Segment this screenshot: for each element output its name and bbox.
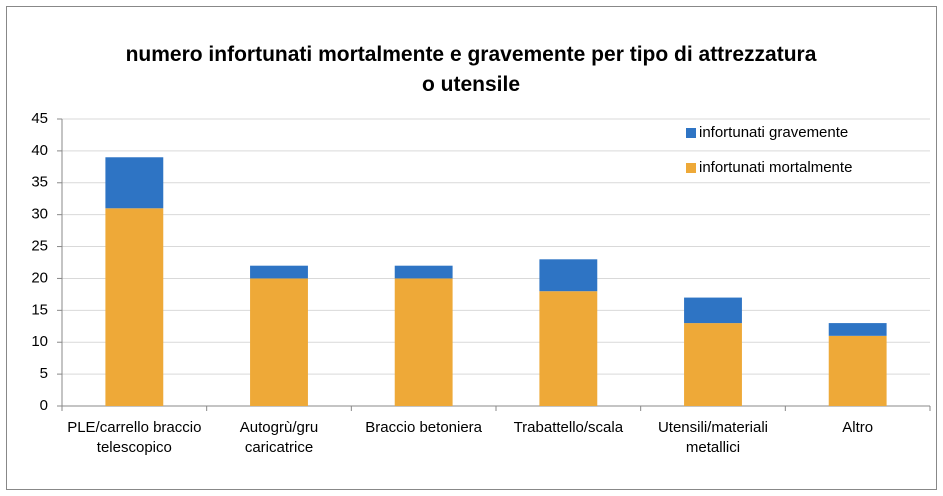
bar-segment: [828, 323, 887, 336]
y-tick-label: 40: [31, 142, 48, 159]
y-tick-label: 45: [31, 110, 48, 127]
y-tick-label: 25: [31, 238, 48, 255]
x-tick-label: Autogrù/gru caricatrice: [239, 419, 319, 456]
bar-segment: [684, 323, 742, 406]
x-tick-label: Altro: [842, 419, 874, 436]
y-tick-label: 20: [31, 269, 48, 286]
y-tick-label: 0: [40, 397, 48, 414]
bar-segment: [250, 265, 308, 279]
legend-label: infortunati gravemente: [699, 124, 848, 141]
legend-swatch: [686, 163, 696, 173]
bar-segment: [394, 278, 453, 406]
bar-segment: [105, 157, 164, 209]
bar-segment: [105, 208, 164, 406]
y-tick-label: 15: [31, 301, 48, 318]
bar-segment: [250, 278, 308, 406]
bar-segment: [539, 291, 598, 406]
chart-title: numero infortunati mortalmente e graveme…: [125, 43, 817, 96]
y-tick-label: 5: [40, 365, 48, 382]
x-tick-label: PLE/carrello braccio telescopico: [67, 419, 202, 456]
y-tick-label: 10: [31, 333, 48, 350]
x-tick-label: Braccio betoniera: [365, 419, 483, 436]
y-tick-label: 30: [31, 206, 48, 223]
x-tick-label: Utensili/materiali metallici: [657, 419, 769, 456]
bar-segment: [539, 259, 598, 292]
bar-segment: [684, 297, 742, 324]
x-tick-label: Trabattello/scala: [513, 419, 624, 436]
legend-swatch: [686, 128, 696, 138]
bar-segment: [394, 265, 453, 279]
legend-label: infortunati mortalmente: [699, 159, 852, 176]
y-tick-label: 35: [31, 174, 48, 191]
bar-segment: [828, 335, 887, 406]
